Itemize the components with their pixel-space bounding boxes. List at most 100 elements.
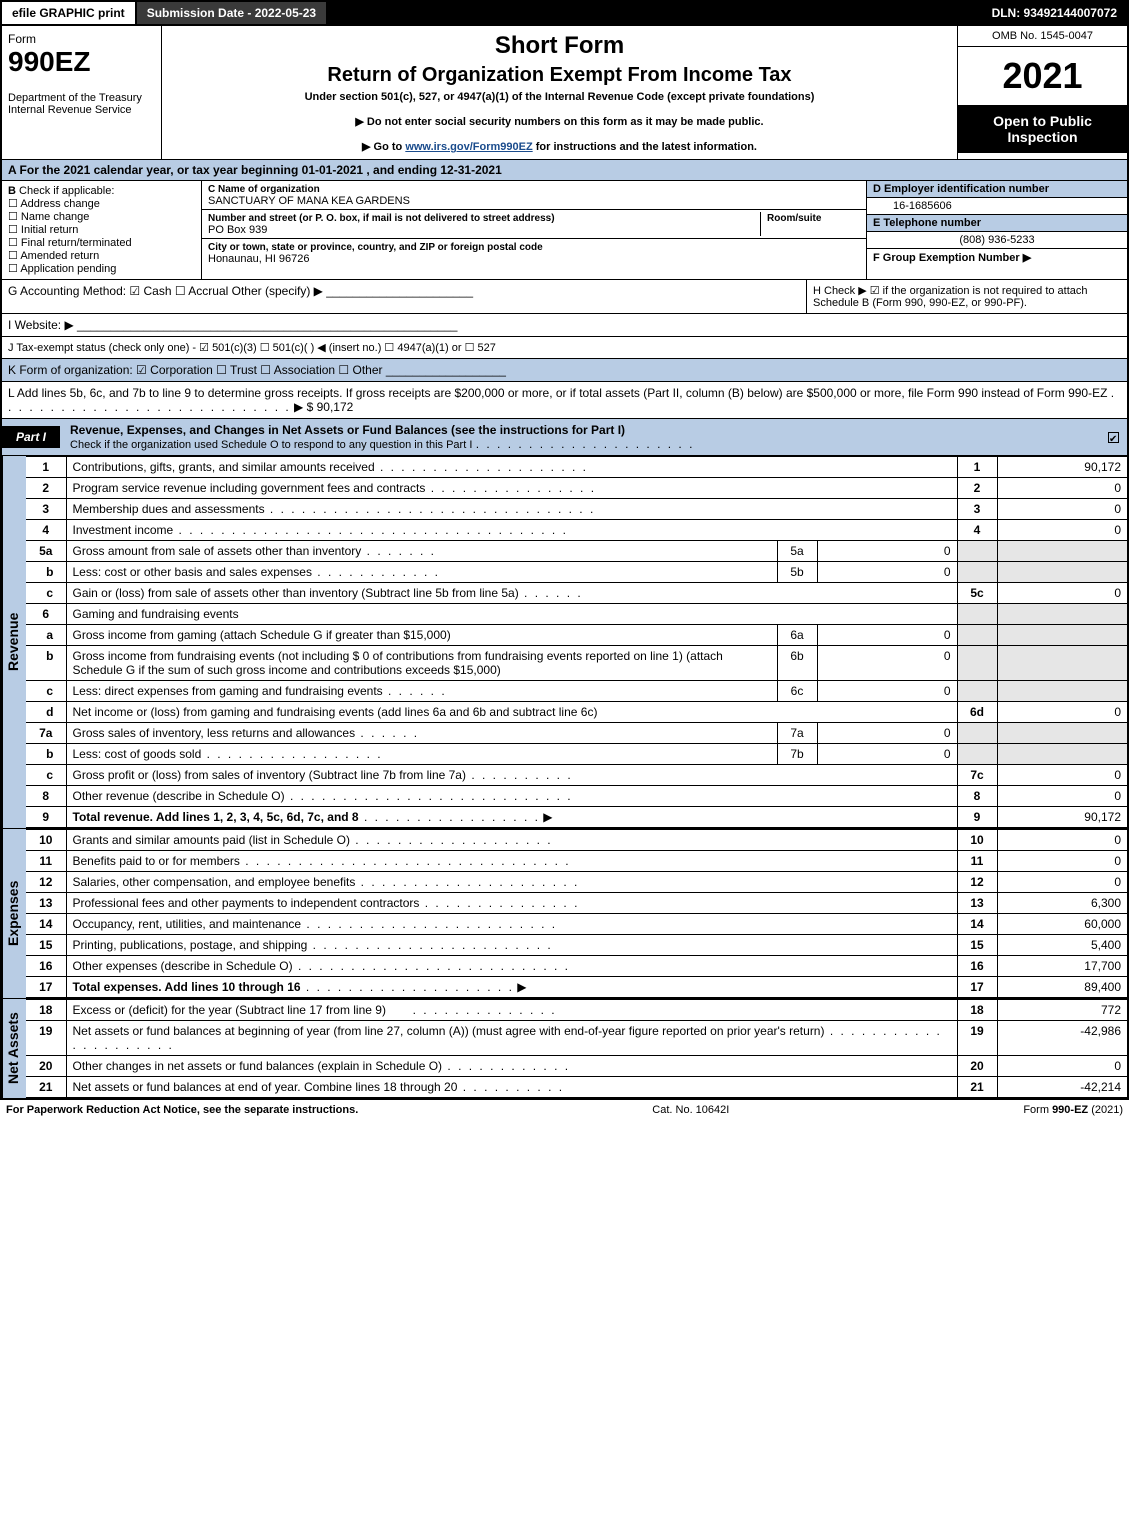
efile-print-label[interactable]: efile GRAPHIC print — [2, 2, 137, 24]
tax-year: 2021 — [958, 47, 1127, 105]
expenses-side-label: Expenses — [2, 829, 26, 998]
line-2: 2Program service revenue including gover… — [26, 478, 1127, 499]
top-bar: efile GRAPHIC print Submission Date - 20… — [0, 0, 1129, 26]
main-title: Return of Organization Exempt From Incom… — [174, 64, 945, 87]
section-de: D Employer identification number 16-1685… — [867, 181, 1127, 279]
instr-ssn: ▶ Do not enter social security numbers o… — [174, 115, 945, 128]
line-10: 10Grants and similar amounts paid (list … — [26, 830, 1127, 851]
instr2-pre: ▶ Go to — [362, 141, 405, 153]
line-20: 20Other changes in net assets or fund ba… — [26, 1056, 1127, 1077]
submission-date: Submission Date - 2022-05-23 — [137, 2, 328, 24]
org-name: SANCTUARY OF MANA KEA GARDENS — [208, 195, 410, 207]
section-b: B Check if applicable: ☐ Address change … — [2, 181, 202, 279]
footer-right: Form 990-EZ (2021) — [1023, 1104, 1123, 1116]
line-7a: 7aGross sales of inventory, less returns… — [26, 723, 1127, 744]
line-13: 13Professional fees and other payments t… — [26, 893, 1127, 914]
part1-subtitle: Check if the organization used Schedule … — [70, 439, 472, 451]
page-footer: For Paperwork Reduction Act Notice, see … — [0, 1100, 1129, 1120]
part1-header: Part I Revenue, Expenses, and Changes in… — [2, 419, 1127, 456]
line-18: 18Excess or (deficit) for the year (Subt… — [26, 1000, 1127, 1021]
instr2-post: for instructions and the latest informat… — [533, 141, 757, 153]
ein-value: 16-1685606 — [873, 200, 952, 212]
dln-number: DLN: 93492144007072 — [982, 2, 1127, 24]
short-form-title: Short Form — [174, 32, 945, 60]
footer-left: For Paperwork Reduction Act Notice, see … — [6, 1104, 358, 1116]
line-17: 17Total expenses. Add lines 10 through 1… — [26, 977, 1127, 998]
form-number: 990EZ — [8, 46, 155, 78]
netassets-table: 18Excess or (deficit) for the year (Subt… — [26, 999, 1127, 1098]
netassets-section: Net Assets 18Excess or (deficit) for the… — [2, 999, 1127, 1098]
row-g: G Accounting Method: ☑ Cash ☐ Accrual Ot… — [2, 280, 807, 314]
line-16: 16Other expenses (describe in Schedule O… — [26, 956, 1127, 977]
row-l-amount: ▶ $ 90,172 — [294, 400, 353, 414]
line-21: 21Net assets or fund balances at end of … — [26, 1077, 1127, 1098]
line-9: 9Total revenue. Add lines 1, 2, 3, 4, 5c… — [26, 807, 1127, 828]
expenses-table: 10Grants and similar amounts paid (list … — [26, 829, 1127, 998]
line-19: 19Net assets or fund balances at beginni… — [26, 1021, 1127, 1056]
row-j: J Tax-exempt status (check only one) - ☑… — [2, 337, 1127, 359]
line-4: 4Investment income . . . . . . . . . . .… — [26, 520, 1127, 541]
instr-link: ▶ Go to www.irs.gov/Form990EZ for instru… — [174, 140, 945, 153]
d-label: D Employer identification number — [867, 181, 1127, 198]
expenses-section: Expenses 10Grants and similar amounts pa… — [2, 829, 1127, 999]
revenue-section: Revenue 1Contributions, gifts, grants, a… — [2, 456, 1127, 829]
line-12: 12Salaries, other compensation, and empl… — [26, 872, 1127, 893]
subtitle: Under section 501(c), 527, or 4947(a)(1)… — [174, 91, 945, 103]
line-11: 11Benefits paid to or for members . . . … — [26, 851, 1127, 872]
line-6b: bGross income from fundraising events (n… — [26, 646, 1127, 681]
line-14: 14Occupancy, rent, utilities, and mainte… — [26, 914, 1127, 935]
name-label: C Name of organization — [208, 184, 320, 195]
line-6a: aGross income from gaming (attach Schedu… — [26, 625, 1127, 646]
city-label: City or town, state or province, country… — [208, 242, 543, 253]
line-5b: bLess: cost or other basis and sales exp… — [26, 562, 1127, 583]
part1-title: Revenue, Expenses, and Changes in Net As… — [70, 423, 625, 437]
section-a: A For the 2021 calendar year, or tax yea… — [2, 160, 1127, 181]
phone-value: (808) 936-5233 — [959, 234, 1034, 246]
footer-center: Cat. No. 10642I — [652, 1104, 729, 1116]
opt-initial-return[interactable]: ☐ Initial return — [8, 224, 78, 236]
addr-label: Number and street (or P. O. box, if mail… — [208, 213, 555, 224]
opt-final-return[interactable]: ☐ Final return/terminated — [8, 237, 132, 249]
e-label: E Telephone number — [867, 215, 1127, 232]
org-city: Honaunau, HI 96726 — [208, 253, 310, 265]
f-label: F Group Exemption Number ▶ — [867, 249, 1127, 266]
opt-amended-return[interactable]: ☐ Amended return — [8, 250, 99, 262]
irs-link[interactable]: www.irs.gov/Form990EZ — [405, 141, 532, 153]
dept-treasury: Department of the Treasury Internal Reve… — [8, 92, 155, 116]
line-5c: cGain or (loss) from sale of assets othe… — [26, 583, 1127, 604]
header-block: B Check if applicable: ☐ Address change … — [2, 181, 1127, 280]
org-address: PO Box 939 — [208, 224, 267, 236]
opt-name-change[interactable]: ☐ Name change — [8, 211, 89, 223]
form-990ez: Form 990EZ Department of the Treasury In… — [0, 26, 1129, 1100]
part1-tab: Part I — [2, 426, 60, 448]
row-k: K Form of organization: ☑ Corporation ☐ … — [2, 359, 1127, 382]
b-text: Check if applicable: — [19, 185, 114, 197]
row-i: I Website: ▶ ___________________________… — [2, 314, 1127, 337]
line-1: 1Contributions, gifts, grants, and simil… — [26, 457, 1127, 478]
revenue-table: 1Contributions, gifts, grants, and simil… — [26, 456, 1127, 828]
row-l: L Add lines 5b, 6c, and 7b to line 9 to … — [2, 382, 1127, 419]
line-6d: dNet income or (loss) from gaming and fu… — [26, 702, 1127, 723]
revenue-side-label: Revenue — [2, 456, 26, 828]
line-6c: cLess: direct expenses from gaming and f… — [26, 681, 1127, 702]
line-7b: bLess: cost of goods sold . . . . . . . … — [26, 744, 1127, 765]
section-c: C Name of organization SANCTUARY OF MANA… — [202, 181, 867, 279]
row-h: H Check ▶ ☑ if the organization is not r… — [807, 280, 1127, 314]
schedule-o-checkbox[interactable] — [1106, 430, 1121, 444]
line-8: 8Other revenue (describe in Schedule O) … — [26, 786, 1127, 807]
opt-address-change[interactable]: ☐ Address change — [8, 198, 100, 210]
opt-application-pending[interactable]: ☐ Application pending — [8, 263, 116, 275]
form-label: Form — [8, 32, 155, 46]
line-3: 3Membership dues and assessments . . . .… — [26, 499, 1127, 520]
netassets-side-label: Net Assets — [2, 999, 26, 1098]
line-6: 6Gaming and fundraising events — [26, 604, 1127, 625]
b-label: B — [8, 185, 16, 197]
room-label: Room/suite — [767, 213, 821, 224]
omb-number: OMB No. 1545-0047 — [958, 26, 1127, 47]
form-header: Form 990EZ Department of the Treasury In… — [2, 26, 1127, 160]
line-15: 15Printing, publications, postage, and s… — [26, 935, 1127, 956]
open-to-public: Open to Public Inspection — [958, 105, 1127, 153]
line-5a: 5aGross amount from sale of assets other… — [26, 541, 1127, 562]
row-l-text: L Add lines 5b, 6c, and 7b to line 9 to … — [8, 386, 1107, 400]
line-7c: cGross profit or (loss) from sales of in… — [26, 765, 1127, 786]
